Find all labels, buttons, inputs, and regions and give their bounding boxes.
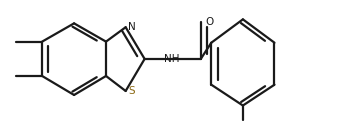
Text: S: S (128, 86, 135, 96)
Text: N: N (128, 22, 136, 32)
Text: O: O (205, 17, 213, 27)
Text: NH: NH (164, 54, 180, 64)
